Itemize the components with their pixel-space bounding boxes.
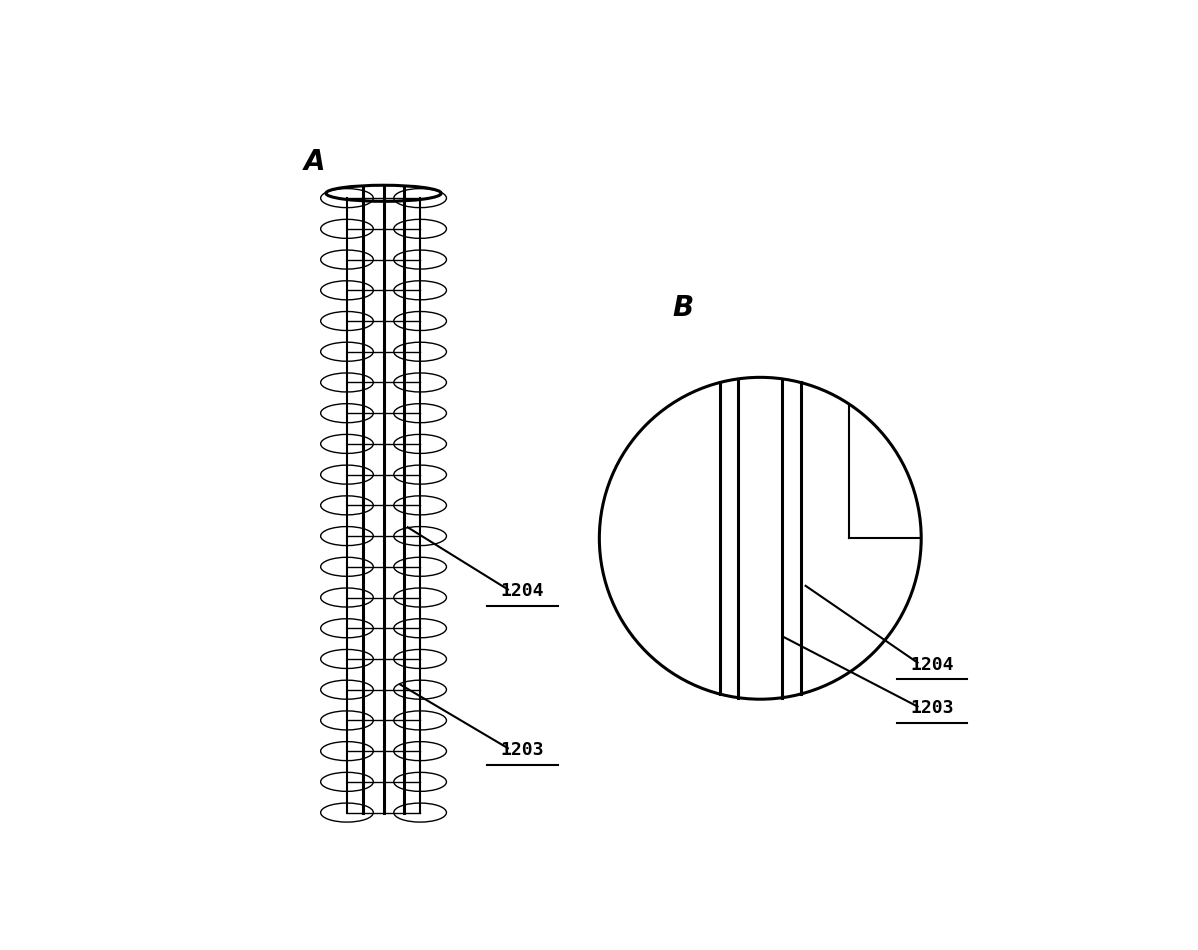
Text: 1204: 1204 <box>910 656 954 674</box>
Text: A: A <box>303 147 325 176</box>
Text: 1203: 1203 <box>501 741 544 759</box>
Text: B: B <box>673 294 694 322</box>
Text: 1204: 1204 <box>501 582 544 600</box>
Text: 1203: 1203 <box>910 699 954 717</box>
